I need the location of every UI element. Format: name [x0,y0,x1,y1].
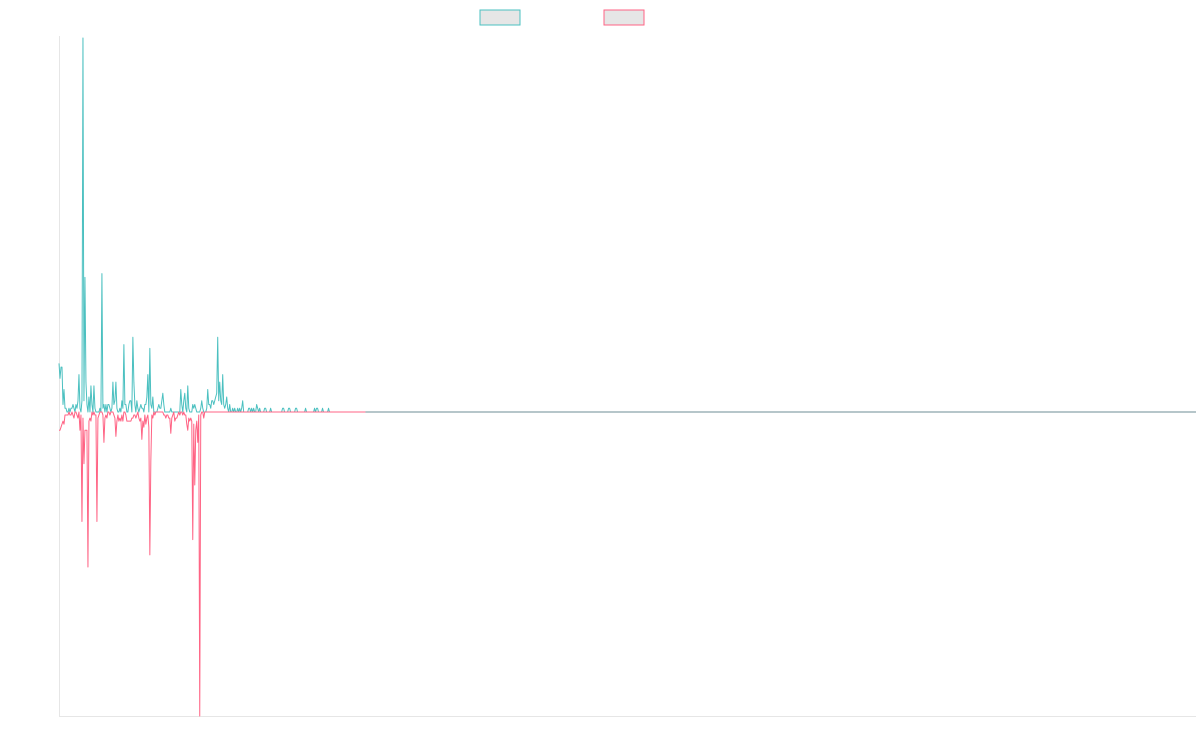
legend-swatch-1[interactable] [603,9,645,26]
legend-swatch-0[interactable] [479,9,521,26]
series-line-0 [58,37,1196,413]
series-line-1 [59,411,1196,717]
series-layer [58,37,1196,717]
legend[interactable] [479,9,645,26]
